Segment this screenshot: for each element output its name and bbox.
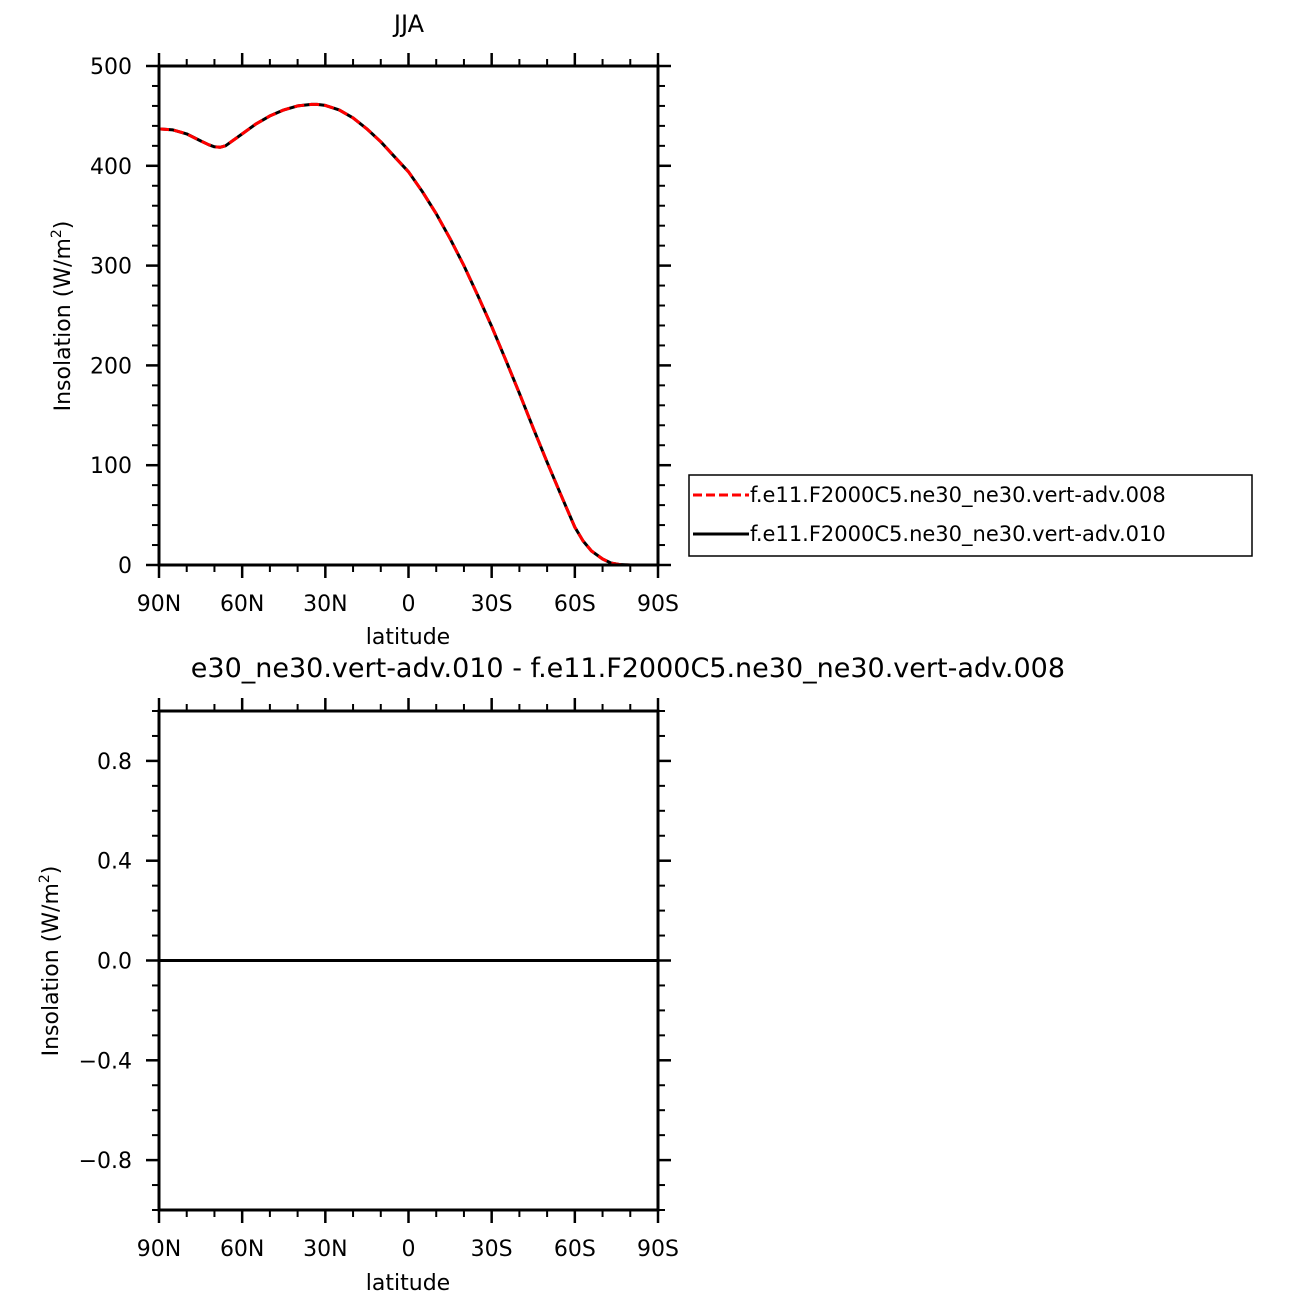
x-axis-label: latitude (366, 625, 450, 650)
y-axis-label-superscript: 2 (37, 874, 53, 883)
x-tick-label: 0 (402, 1237, 416, 1262)
x-tick-label: 60N (220, 1237, 264, 1262)
difference-chart-title: e30_ne30.vert-adv.010 - f.e11.F2000C5.ne… (191, 653, 1065, 684)
difference-panel: e30_ne30.vert-adv.010 - f.e11.F2000C5.ne… (37, 653, 1065, 1296)
x-tick-label: 90S (637, 592, 679, 617)
x-tick-label: 60N (220, 592, 264, 617)
y-tick-label: 0.8 (97, 750, 132, 775)
y-axis-label-superscript: 2 (49, 229, 65, 238)
x-tick-label: 60S (554, 592, 596, 617)
x-tick-label: 30S (471, 592, 513, 617)
y-axis-label-close: ) (51, 221, 76, 230)
y-axis-label: Insolation (W/m2) (49, 221, 76, 412)
y-axis-label-main: Insolation (W/m (39, 883, 64, 1056)
y-tick-label: 300 (90, 255, 132, 280)
tick-group: 90N 60N 30N 0 30S 60S 90S −0.8 −0.4 0.0 0.4 0.8 (79, 698, 679, 1262)
series-group (158, 102, 658, 567)
y-tick-label: −0.4 (79, 1049, 132, 1074)
legend: f.e11.F2000C5.ne30_ne30.vert-adv.008 f.e… (688, 474, 1253, 557)
y-tick-label: 400 (90, 155, 132, 180)
x-tick-label: 0 (402, 592, 416, 617)
legend-label-010: f.e11.F2000C5.ne30_ne30.vert-adv.010 (750, 522, 1166, 547)
y-tick-label: −0.8 (79, 1149, 132, 1174)
y-tick-label: 200 (90, 354, 132, 379)
y-axis-label-main: Insolation (W/m (51, 238, 76, 411)
y-tick-label: 100 (90, 454, 132, 479)
series-line-0 (158, 102, 658, 567)
chart-title: JJA (392, 10, 425, 38)
x-tick-label: 90N (137, 1237, 181, 1262)
y-axis-label-close: ) (39, 866, 64, 875)
legend-box (688, 474, 1253, 557)
x-tick-label: 30S (471, 1237, 513, 1262)
x-tick-label: 30N (303, 1237, 347, 1262)
y-axis-label: Insolation (W/m2) (37, 866, 64, 1057)
y-tick-label: 500 (90, 55, 132, 80)
x-tick-label: 30N (303, 592, 347, 617)
tick-group: 90N 60N 30N 0 30S 60S 90S 0 100 200 300 400 500 (90, 53, 679, 617)
y-tick-label: 0.4 (97, 850, 132, 875)
x-tick-label: 90N (137, 592, 181, 617)
y-tick-label: 0 (118, 554, 132, 579)
x-tick-label: 60S (554, 1237, 596, 1262)
x-axis-label: latitude (366, 1271, 450, 1296)
y-tick-label: 0.0 (97, 950, 132, 975)
insolation-panel: JJA 90N 60N 30N 0 30S 60S 90S0100200300400500 … (49, 10, 1253, 650)
x-tick-label: 90S (637, 1237, 679, 1262)
legend-label-008: f.e11.F2000C5.ne30_ne30.vert-adv.008 (750, 483, 1166, 508)
